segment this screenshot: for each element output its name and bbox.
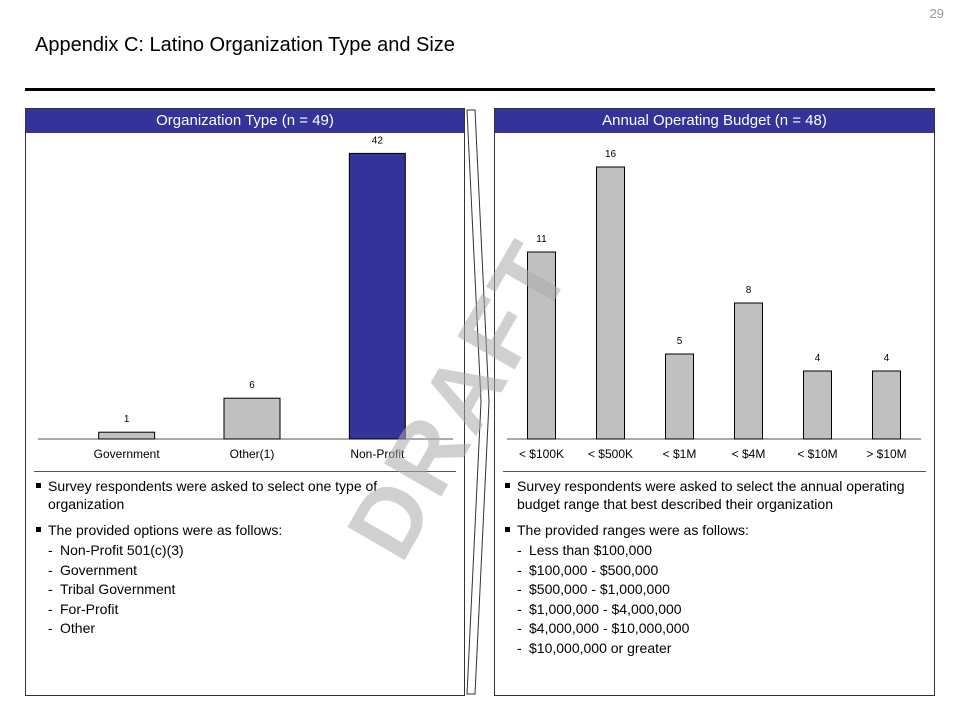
bar <box>734 302 763 440</box>
x-tick-label: Non-Profit <box>350 447 405 461</box>
data-label: 1 <box>124 414 130 425</box>
right-separator <box>503 471 926 472</box>
bar <box>223 397 281 440</box>
page-number: 29 <box>929 6 944 21</box>
bar <box>872 370 901 440</box>
data-label: 16 <box>605 149 617 160</box>
operating-budget-panel: Annual Operating Budget (n = 48) 11 < $10… <box>494 108 935 696</box>
x-tick-label: < $500K <box>588 447 633 461</box>
left-separator <box>34 471 456 472</box>
x-tick-label: < $1M <box>663 447 697 461</box>
operating-budget-header: Annual Operating Budget (n = 48) <box>495 109 934 133</box>
bar <box>665 353 694 440</box>
data-label: 5 <box>677 336 683 347</box>
option-label: $10,000,000 or greater <box>529 639 672 656</box>
option-item: - Other <box>48 620 96 636</box>
bullet-item: Survey respondents were asked to select … <box>503 477 923 513</box>
option-item: - Government <box>48 561 138 578</box>
operating-budget-chart: 11 < $100K 16 < $500K 5 < $1M 8 < $4M 4 < $10M 4 > … <box>507 149 921 461</box>
bar <box>98 431 156 440</box>
data-label: 8 <box>746 285 752 296</box>
operating-budget-notes: Survey respondents were asked to select … <box>503 477 923 658</box>
data-label: 4 <box>815 353 821 364</box>
option-item: - Non-Profit 501(c)(3) <box>48 542 184 558</box>
option-item: - $500,000 - $1,000,000 <box>517 581 670 597</box>
organization-type-chart: 1 Government 6 Other(1) 42 Non-Profit <box>38 135 453 461</box>
option-label: Tribal Government <box>60 581 176 597</box>
bar <box>596 166 625 440</box>
data-label: 42 <box>372 135 384 146</box>
title-rule <box>25 88 935 91</box>
bullet-item: The provided ranges were as follows: <box>503 521 923 539</box>
bar <box>348 152 406 440</box>
option-item: - $100,000 - $500,000 <box>517 561 659 578</box>
organization-type-notes: Survey respondents were asked to select … <box>34 477 454 639</box>
data-label: 11 <box>536 234 547 245</box>
option-item: - $1,000,000 - $4,000,000 <box>517 600 682 617</box>
chevron-arrow-shape <box>466 109 490 695</box>
option-item: - Less than $100,000 <box>517 542 652 558</box>
option-item: - Tribal Government <box>48 581 176 597</box>
x-tick-label: > $10M <box>866 447 906 461</box>
data-label: 4 <box>884 353 890 364</box>
option-label: Non-Profit 501(c)(3) <box>60 542 184 558</box>
option-label: For-Profit <box>60 600 119 617</box>
x-tick-label: Other(1) <box>230 447 275 461</box>
option-label: $1,000,000 - $4,000,000 <box>529 600 682 617</box>
organization-type-panel: Organization Type (n = 49) 1 Government 6 O… <box>25 108 465 696</box>
option-label: $500,000 - $1,000,000 <box>529 581 670 597</box>
connector-arrow <box>466 109 490 695</box>
x-tick-label: < $100K <box>519 447 564 461</box>
option-label: Other <box>60 620 96 636</box>
option-label: Less than $100,000 <box>529 542 652 558</box>
x-tick-label: < $4M <box>732 447 766 461</box>
bar <box>527 251 556 440</box>
x-tick-label: < $10M <box>797 447 837 461</box>
bar <box>803 370 832 440</box>
option-label: $4,000,000 - $10,000,000 <box>529 620 690 636</box>
page-title: Appendix C: Latino Organization Type and… <box>35 34 455 56</box>
organization-type-header: Organization Type (n = 49) <box>26 109 464 133</box>
option-label: Government <box>60 561 138 578</box>
option-item: - For-Profit <box>48 600 119 617</box>
option-label: $100,000 - $500,000 <box>529 561 659 578</box>
data-label: 6 <box>249 380 255 391</box>
option-item: - $4,000,000 - $10,000,000 <box>517 620 690 636</box>
bullet-item: The provided options were as follows: <box>34 521 454 539</box>
option-item: - $10,000,000 or greater <box>517 639 672 656</box>
x-tick-label: Government <box>94 447 161 461</box>
bullet-item: Survey respondents were asked to select … <box>34 477 454 513</box>
